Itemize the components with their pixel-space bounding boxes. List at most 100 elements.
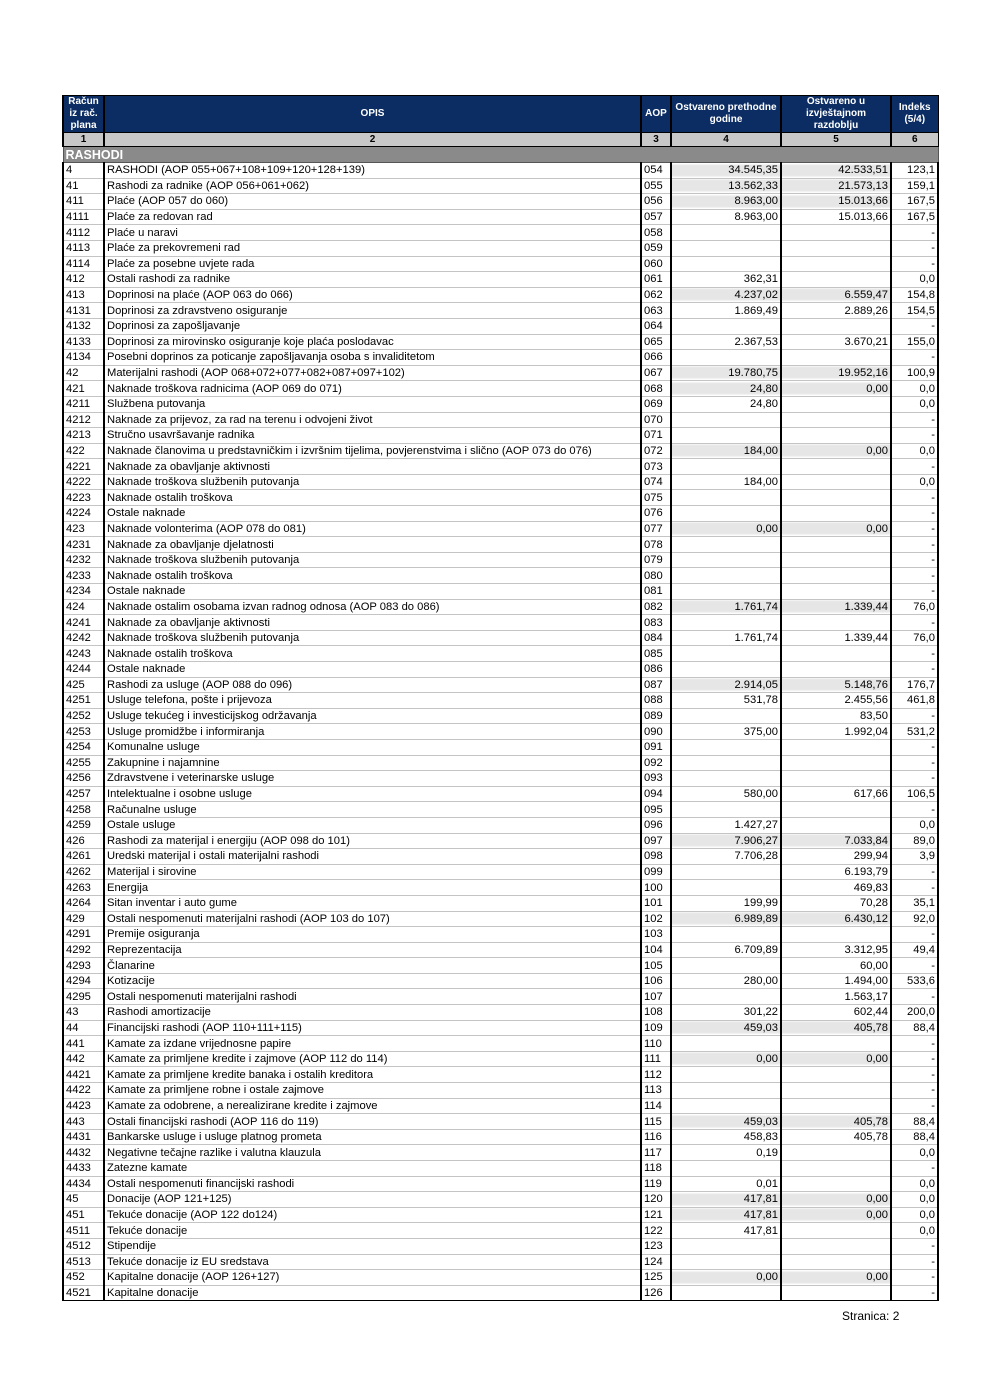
aop-code: 116	[640, 1129, 671, 1146]
prev-year-value: 6.709,89	[670, 942, 781, 959]
prev-year-value	[670, 536, 781, 553]
aop-code: 064	[640, 318, 671, 335]
account-code: 4234	[62, 583, 104, 600]
prev-year-value	[670, 427, 781, 444]
current-value	[780, 1222, 891, 1239]
table-row: 442 Kamate za primljene kredite i zajmove…	[62, 1051, 939, 1068]
index-value: -	[890, 489, 939, 507]
table-row: 4224 Ostale naknade 076 -	[62, 505, 939, 522]
table-row: 425 Rashodi za usluge (AOP 088 do 096) 087…	[62, 677, 939, 694]
index-value: -	[890, 1238, 939, 1255]
aop-code: 066	[640, 349, 671, 366]
index-value: -	[890, 1051, 939, 1068]
prev-year-value	[670, 505, 781, 522]
aop-code: 124	[640, 1254, 671, 1271]
account-code: 4213	[62, 427, 104, 444]
index-value: -	[890, 645, 939, 662]
index-value: 167,5	[890, 209, 939, 226]
description: Uredski materijal i ostali materijalni r…	[103, 848, 641, 865]
account-code: 4293	[62, 957, 104, 974]
aop-code: 082	[640, 599, 671, 616]
current-value	[780, 256, 891, 273]
account-code: 4422	[62, 1082, 104, 1099]
description: Premije osiguranja	[103, 926, 641, 943]
table-row: 4261 Uredski materijal i ostali materijal…	[62, 848, 939, 865]
aop-code: 059	[640, 240, 671, 257]
table-row: 4512 Stipendije 123 -	[62, 1238, 939, 1255]
account-code: 4294	[62, 973, 104, 990]
index-value: -	[890, 864, 939, 881]
current-value: 19.952,16	[780, 365, 891, 382]
table-row: 4131 Doprinosi za zdravstveno osiguranje 0…	[62, 302, 939, 319]
col-num: 1	[62, 132, 105, 147]
account-code: 4244	[62, 661, 104, 678]
account-code: 4291	[62, 926, 104, 943]
account-code: 4521	[62, 1285, 104, 1302]
current-value: 6.193,79	[780, 864, 891, 881]
aop-code: 115	[640, 1113, 671, 1130]
aop-code: 100	[640, 879, 671, 896]
account-code: 452	[62, 1269, 104, 1286]
account-code: 4292	[62, 942, 104, 959]
account-code: 4222	[62, 474, 104, 491]
description: Članarine	[103, 957, 641, 974]
prev-year-value	[670, 412, 781, 429]
aop-code: 104	[640, 942, 671, 959]
table-row: 4212 Naknade za prijevoz, za rad na teren…	[62, 412, 939, 429]
index-value: 89,0	[890, 833, 939, 850]
description: Stručno usavršavanje radnika	[103, 427, 641, 444]
current-value	[780, 224, 891, 241]
prev-year-value	[670, 988, 781, 1006]
current-value: 0,00	[780, 443, 891, 460]
table-row: 412 Ostali rashodi za radnike 061 362,31 0,0	[62, 271, 939, 288]
aop-code: 087	[640, 677, 671, 694]
table-row: 4134 Posebni doprinos za poticanje zapošl…	[62, 349, 939, 366]
table-row: 4242 Naknade troškova službenih putovanja…	[62, 630, 939, 647]
prev-year-value: 8.963,00	[670, 209, 781, 226]
index-value: -	[890, 240, 939, 257]
table-row: 4291 Premije osiguranja 103 -	[62, 926, 939, 943]
index-value: -	[890, 1035, 939, 1052]
account-code: 443	[62, 1113, 104, 1130]
index-value: 533,6	[890, 973, 939, 990]
index-value: 0,0	[890, 443, 939, 460]
index-value: 176,7	[890, 677, 939, 694]
aop-code: 085	[640, 645, 671, 662]
current-value	[780, 536, 891, 553]
aop-code: 071	[640, 427, 671, 444]
prev-year-value	[670, 1066, 781, 1084]
account-code: 41	[62, 178, 104, 195]
prev-year-value	[670, 661, 781, 678]
current-value	[780, 412, 891, 429]
account-code: 429	[62, 911, 104, 928]
current-value: 405,78	[780, 1129, 891, 1146]
table-row: 4434 Ostali nespomenuti financijski rasho…	[62, 1176, 939, 1193]
current-value: 2.889,26	[780, 302, 891, 319]
current-value: 0,00	[780, 1051, 891, 1068]
account-code: 4423	[62, 1098, 104, 1115]
description: Ostali nespomenuti financijski rashodi	[103, 1176, 641, 1193]
index-value: 76,0	[890, 599, 939, 616]
current-value	[780, 567, 891, 585]
current-value: 405,78	[780, 1020, 891, 1037]
prev-year-value: 199,99	[670, 895, 781, 912]
current-value	[780, 817, 891, 834]
description: Naknade za prijevoz, za rad na terenu i …	[103, 412, 641, 429]
current-value: 1.992,04	[780, 723, 891, 740]
account-code: 4511	[62, 1222, 104, 1239]
description: Rashodi za materijal i energiju (AOP 098…	[103, 833, 641, 850]
index-value: 0,0	[890, 1144, 939, 1161]
description: Kotizacije	[103, 973, 641, 990]
aop-code: 057	[640, 209, 671, 226]
aop-code: 070	[640, 412, 671, 429]
current-value	[780, 240, 891, 257]
aop-code: 090	[640, 723, 671, 740]
aop-code: 078	[640, 536, 671, 553]
description: Naknade ostalim osobama izvan radnog odn…	[103, 599, 641, 616]
current-value: 7.033,84	[780, 833, 891, 850]
current-value: 1.339,44	[780, 630, 891, 647]
prev-year-value: 459,03	[670, 1113, 781, 1130]
aop-code: 107	[640, 988, 671, 1006]
index-value: 0,0	[890, 474, 939, 491]
index-value: -	[890, 1066, 939, 1084]
